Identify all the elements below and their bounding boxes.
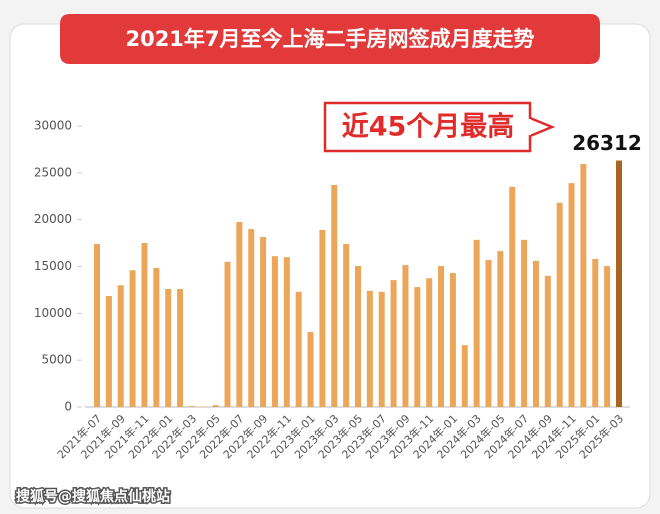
bar	[307, 332, 314, 407]
bar	[129, 270, 136, 407]
y-tick-label: 5000	[41, 353, 72, 367]
annotation-arrow	[529, 116, 556, 138]
bar	[224, 261, 231, 407]
bar	[414, 287, 421, 407]
bar	[580, 163, 587, 407]
bar	[236, 222, 243, 407]
bar	[616, 160, 622, 407]
bar	[260, 236, 267, 407]
bar	[426, 278, 433, 407]
bar	[165, 288, 172, 407]
bar	[592, 259, 599, 407]
chart-title: 2021年7月至今上海二手房网签成月度走势	[125, 27, 534, 51]
bar	[200, 406, 207, 408]
bar	[366, 290, 373, 407]
bar	[532, 260, 539, 407]
bar	[461, 345, 468, 407]
bar	[604, 266, 611, 407]
bar	[319, 229, 326, 407]
bar	[271, 256, 278, 407]
bar	[283, 257, 290, 407]
y-tick-label: 0	[64, 400, 72, 414]
bar	[556, 202, 563, 407]
bar	[355, 266, 361, 407]
bar	[473, 239, 480, 407]
bar	[94, 244, 100, 407]
bar	[485, 259, 492, 407]
y-tick-label: 25000	[34, 165, 72, 179]
bar	[177, 288, 184, 407]
title-banner	[60, 14, 600, 64]
bar	[378, 291, 385, 407]
bar	[449, 273, 456, 407]
bar	[117, 285, 124, 407]
bar	[509, 186, 516, 407]
value-label: 26312	[572, 131, 642, 155]
y-tick-label: 20000	[34, 212, 72, 226]
bar	[390, 280, 397, 407]
arrow-joint	[527, 119, 531, 135]
bar	[188, 406, 195, 407]
annotation-box	[323, 101, 532, 153]
bar	[105, 296, 112, 407]
bar	[212, 405, 219, 407]
bar	[544, 275, 551, 407]
bar	[343, 244, 350, 407]
bar	[568, 183, 575, 407]
y-tick-label: 15000	[34, 259, 72, 273]
bar	[521, 239, 528, 407]
bar	[141, 243, 148, 407]
watermark: 搜狐号@搜狐焦点仙桃站	[16, 488, 170, 505]
bar	[497, 251, 504, 407]
bar	[438, 266, 445, 407]
y-tick-label: 10000	[34, 306, 72, 320]
annotation: 近45个月最高	[342, 111, 515, 143]
bar	[248, 229, 255, 407]
bar	[402, 265, 409, 407]
y-tick-label: 30000	[34, 119, 72, 133]
bar	[295, 291, 302, 407]
bar	[331, 185, 338, 407]
bar	[153, 267, 160, 407]
